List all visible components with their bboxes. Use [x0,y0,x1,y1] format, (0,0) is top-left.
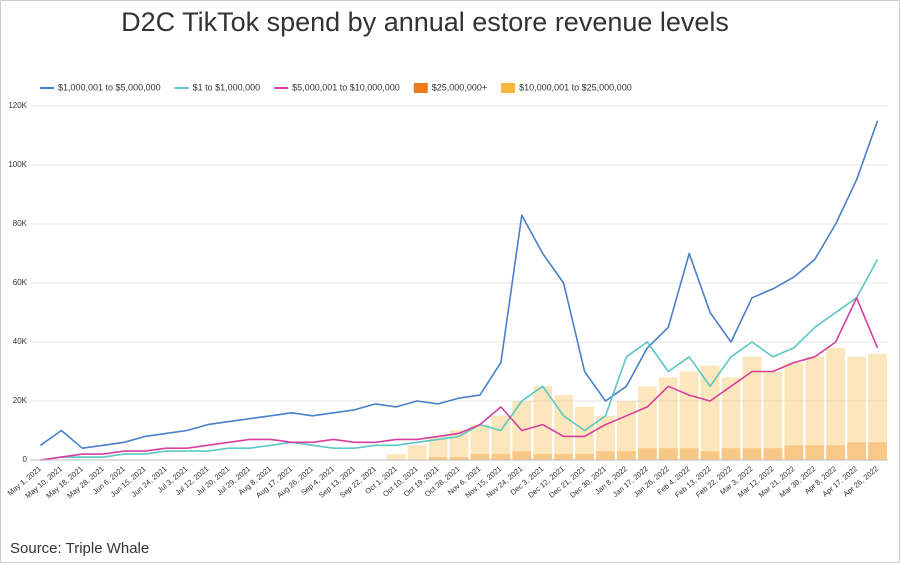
bar [826,347,846,460]
bar [721,377,741,460]
y-tick-label: 60K [13,278,28,287]
series-line [40,120,879,449]
bar [784,445,804,460]
bar [386,454,406,460]
chart-title: D2C TikTok spend by annual estore revenu… [121,7,729,37]
bar [470,424,490,460]
bar [533,454,553,460]
bar [533,386,553,460]
bar [679,448,699,460]
y-tick-label: 100K [8,160,27,169]
bar [868,442,887,460]
y-tick-label: 80K [13,219,28,228]
legend-swatch [413,83,428,93]
legend-label: $5,000,001 to $10,000,000 [292,82,400,92]
y-tick-label: 0 [23,455,28,464]
bar [700,365,720,460]
bar [554,454,574,460]
bar [449,457,469,460]
series-line [40,259,879,461]
y-tick-label: 40K [13,337,28,346]
bar [637,448,657,460]
bar [721,448,741,460]
bar [700,451,720,460]
bar [868,353,887,460]
bar [658,377,678,460]
bar [805,445,825,460]
bar [826,445,846,460]
legend-label: $25,000,000+ [432,82,487,92]
bar [596,451,615,460]
bar [575,406,594,460]
bar [742,448,762,460]
bar [679,371,699,460]
bar [805,356,825,460]
legend-label: $10,000,001 to $25,000,000 [519,82,632,92]
bar [470,454,490,460]
bar [658,448,678,460]
bar [784,362,804,460]
source-note: Source: Triple Whale [10,540,149,557]
bar [847,442,867,460]
legend-label: $1,000,001 to $5,000,000 [58,82,161,92]
bar [512,451,532,460]
bar [491,415,511,460]
legend-label: $1 to $1,000,000 [193,82,261,92]
bar [847,356,867,460]
bar [407,445,427,460]
bar [491,454,511,460]
bar [616,451,636,460]
bar [428,457,448,460]
bar [616,401,636,460]
bar [763,371,783,460]
bar [763,448,783,460]
bar [575,454,594,460]
legend-swatch [501,83,516,93]
y-tick-label: 120K [8,101,27,110]
series-line [40,297,879,461]
bar [554,395,574,460]
bar [637,386,657,460]
bar [742,356,762,460]
y-tick-label: 20K [13,396,28,405]
bar [428,436,448,460]
